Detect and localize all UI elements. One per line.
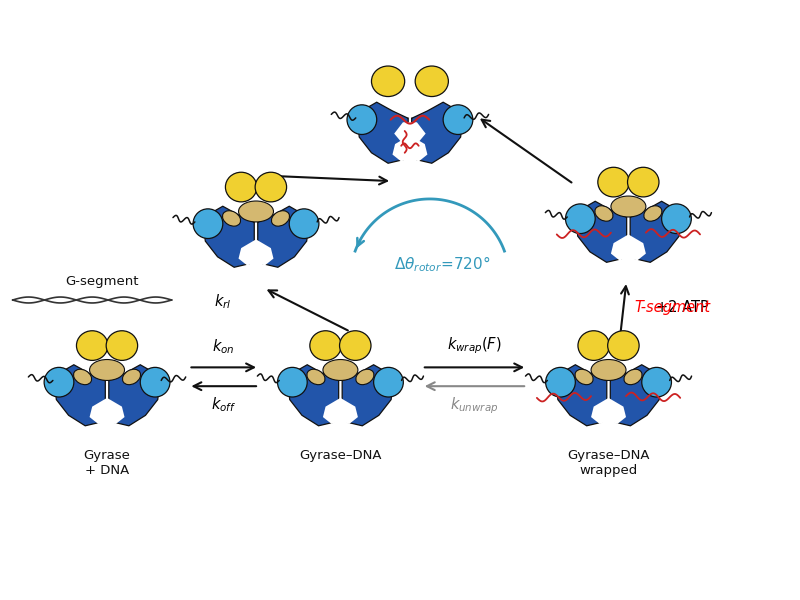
Text: $k_{unwrap}$: $k_{unwrap}$ bbox=[450, 395, 498, 416]
Polygon shape bbox=[610, 365, 661, 426]
Polygon shape bbox=[288, 365, 338, 426]
Polygon shape bbox=[258, 206, 309, 267]
Polygon shape bbox=[576, 201, 626, 262]
Text: $k_{rl}$: $k_{rl}$ bbox=[214, 293, 231, 311]
Polygon shape bbox=[611, 235, 646, 260]
Polygon shape bbox=[630, 201, 681, 262]
Circle shape bbox=[546, 367, 575, 397]
Ellipse shape bbox=[415, 66, 448, 97]
Ellipse shape bbox=[611, 196, 646, 217]
Circle shape bbox=[290, 209, 319, 238]
Text: Gyrase–DNA
wrapped: Gyrase–DNA wrapped bbox=[567, 449, 650, 476]
Ellipse shape bbox=[591, 359, 626, 380]
Ellipse shape bbox=[644, 206, 662, 221]
Circle shape bbox=[347, 105, 377, 134]
Polygon shape bbox=[90, 398, 125, 424]
Circle shape bbox=[443, 105, 473, 134]
Polygon shape bbox=[109, 365, 159, 426]
Text: $k_{wrap}(F)$: $k_{wrap}(F)$ bbox=[447, 336, 502, 356]
Polygon shape bbox=[394, 122, 426, 144]
Polygon shape bbox=[238, 239, 274, 266]
Ellipse shape bbox=[624, 369, 642, 385]
Ellipse shape bbox=[77, 331, 108, 361]
Ellipse shape bbox=[598, 167, 630, 197]
Text: $k_{on}$: $k_{on}$ bbox=[213, 338, 235, 356]
Circle shape bbox=[374, 367, 403, 397]
Text: +2 ATP: +2 ATP bbox=[656, 300, 709, 315]
Text: $k_{off}$: $k_{off}$ bbox=[211, 395, 236, 414]
Ellipse shape bbox=[310, 331, 342, 361]
Ellipse shape bbox=[578, 331, 610, 361]
Polygon shape bbox=[393, 136, 427, 161]
Ellipse shape bbox=[323, 359, 358, 380]
Polygon shape bbox=[203, 206, 254, 267]
Text: G-segment: G-segment bbox=[66, 275, 139, 288]
Polygon shape bbox=[556, 365, 606, 426]
Ellipse shape bbox=[238, 201, 274, 222]
Text: $\Delta\theta_{rotor}$=720°: $\Delta\theta_{rotor}$=720° bbox=[394, 254, 490, 274]
Ellipse shape bbox=[608, 331, 639, 361]
Text: Gyrase
+ DNA: Gyrase + DNA bbox=[84, 449, 130, 476]
Polygon shape bbox=[591, 398, 626, 424]
Ellipse shape bbox=[106, 331, 138, 361]
Circle shape bbox=[193, 209, 222, 238]
Ellipse shape bbox=[255, 172, 286, 202]
Ellipse shape bbox=[307, 369, 325, 385]
Circle shape bbox=[140, 367, 170, 397]
Text: T-segment: T-segment bbox=[634, 301, 710, 316]
Text: Gyrase–DNA: Gyrase–DNA bbox=[299, 449, 382, 461]
Circle shape bbox=[44, 367, 74, 397]
Polygon shape bbox=[412, 102, 462, 163]
Ellipse shape bbox=[222, 211, 241, 226]
Ellipse shape bbox=[627, 167, 659, 197]
Ellipse shape bbox=[371, 66, 405, 97]
Circle shape bbox=[662, 204, 691, 233]
Ellipse shape bbox=[90, 359, 125, 380]
Circle shape bbox=[642, 367, 671, 397]
Ellipse shape bbox=[339, 331, 371, 361]
Polygon shape bbox=[323, 398, 358, 424]
Ellipse shape bbox=[271, 211, 290, 226]
Ellipse shape bbox=[575, 369, 593, 385]
Ellipse shape bbox=[595, 206, 613, 221]
Circle shape bbox=[278, 367, 307, 397]
Polygon shape bbox=[54, 365, 106, 426]
Ellipse shape bbox=[122, 369, 141, 385]
Ellipse shape bbox=[74, 369, 92, 385]
Ellipse shape bbox=[226, 172, 257, 202]
Ellipse shape bbox=[356, 369, 374, 385]
Polygon shape bbox=[342, 365, 393, 426]
Circle shape bbox=[566, 204, 595, 233]
Polygon shape bbox=[358, 102, 408, 163]
